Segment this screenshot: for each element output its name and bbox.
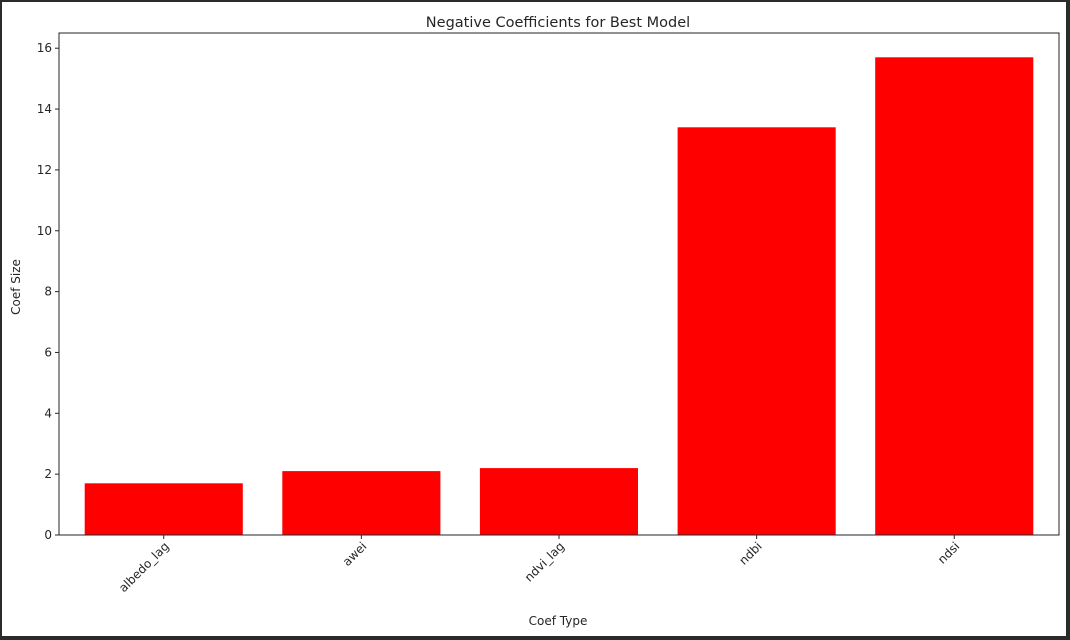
bar-albedo-lag: [84, 483, 243, 535]
chart-title: Negative Coefficients for Best Model: [426, 15, 690, 31]
x-tick-label: ndbi: [736, 539, 764, 567]
x-tick-label: ndsi: [935, 539, 962, 566]
y-tick-label: 4: [44, 406, 52, 420]
y-tick-label: 12: [37, 163, 52, 177]
y-tick-label: 10: [37, 224, 52, 238]
plot-area: albedo_lag awei ndvi_lag ndbi ndsi 0 2 4 6 8 10 12 1…: [37, 32, 1060, 595]
y-tick-label: 0: [44, 528, 52, 542]
y-tick-label: 6: [44, 345, 52, 359]
y-tick-label: 8: [44, 285, 52, 299]
x-tick-label: awei: [340, 539, 370, 569]
bar-awei: [282, 471, 441, 535]
x-tick-label: ndvi_lag: [522, 539, 567, 584]
x-axis-label: Coef Type: [529, 614, 588, 628]
x-tick-label: albedo_lag: [116, 539, 172, 595]
y-tick-label: 2: [44, 467, 52, 481]
bar-ndbi: [677, 127, 836, 536]
y-tick-label: 16: [37, 41, 52, 55]
bar-ndsi: [875, 57, 1034, 536]
plot-border: [58, 32, 1060, 536]
bar-ndvi-lag: [479, 468, 638, 535]
y-axis-label: Coef Size: [9, 259, 23, 315]
y-tick-label: 14: [37, 102, 52, 116]
